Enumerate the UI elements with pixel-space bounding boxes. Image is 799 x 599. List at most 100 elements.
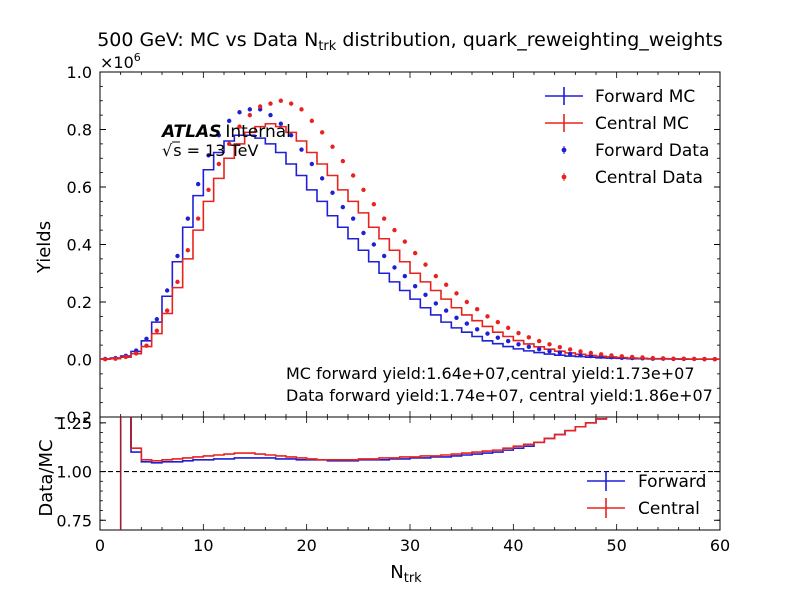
legend-central-mc: Central MC (545, 114, 689, 134)
data-point-2 (144, 336, 149, 341)
data-point-2 (433, 301, 439, 306)
main-y-tick-label: 1.0 (67, 63, 92, 82)
main-panel: −0.2 0.0 0.2 0.4 0.6 0.8 1.0 ×106 Yields ATLAS… (34, 51, 721, 427)
chart-title: 500 GeV: MC vs Data Ntrk distribution, q… (97, 29, 723, 54)
data-point-2 (237, 110, 242, 115)
data-point-2 (526, 344, 532, 350)
data-point-3 (371, 202, 377, 207)
x-tick-label: 10 (193, 536, 213, 555)
data-point-2 (412, 283, 418, 289)
ratio-plot-frame (99, 416, 721, 531)
data-point-3 (495, 319, 501, 325)
main-y-tick-label: −0.2 (53, 408, 92, 427)
data-point-2 (278, 121, 284, 126)
data-point-2 (299, 147, 304, 152)
data-point-3 (433, 273, 439, 279)
ratio-y-ticks: 0.75 1.00 1.25 (56, 414, 720, 530)
data-point-2 (516, 342, 521, 347)
atlas-label: ATLAS Internal (160, 122, 291, 142)
data-point-3 (526, 335, 532, 340)
ratio-x-ticks: 0 10 20 30 40 50 60 (95, 417, 730, 555)
data-point-3 (350, 173, 356, 178)
data-point-2 (206, 153, 211, 158)
data-point-2 (154, 317, 160, 322)
data-point-2 (485, 331, 490, 336)
data-point-3 (247, 112, 253, 118)
data-point-3 (361, 187, 366, 193)
data-point-3 (516, 330, 521, 336)
legend-central-label: Central (638, 499, 700, 519)
data-point-3 (268, 101, 273, 106)
data-point-3 (113, 356, 118, 361)
data-point-3 (505, 325, 511, 331)
series-line-1 (100, 122, 720, 361)
data-point-2 (185, 216, 191, 221)
data-point-3 (650, 355, 656, 361)
data-point-3 (681, 356, 687, 361)
data-point-3 (629, 354, 635, 360)
data-point-3 (309, 118, 315, 124)
legend-central-data: Central Data (561, 168, 703, 188)
title-main: 500 GeV: MC vs Data N (97, 29, 318, 51)
legend-forward-data-label: Forward Data (595, 141, 709, 161)
energy-label: √s = 13 TeV (162, 141, 258, 160)
legend-forward-label: Forward (638, 472, 706, 492)
data-point-3 (133, 351, 139, 356)
data-point-3 (640, 355, 645, 360)
x-tick-label: 40 (503, 536, 523, 555)
x-tick-label: 50 (606, 536, 626, 555)
data-point-2 (474, 327, 480, 332)
data-point-3 (330, 144, 335, 149)
legend-forward-mc-label: Forward MC (595, 87, 695, 107)
data-point-3 (237, 124, 242, 129)
ratio-y-tick-label: 1.00 (56, 463, 92, 482)
data-point-3 (154, 328, 160, 333)
legend-central-data-label: Central Data (595, 168, 703, 188)
data-point-3 (123, 354, 129, 360)
data-point-3 (712, 357, 718, 362)
data-point-3 (412, 250, 418, 256)
data-point-2 (350, 216, 356, 221)
data-point-3 (402, 239, 408, 244)
data-point-3 (671, 356, 676, 361)
data-point-2 (195, 181, 201, 187)
data-point-2 (361, 230, 366, 236)
main-y-tick-label: 0.6 (67, 178, 92, 197)
data-point-3 (185, 248, 191, 253)
data-point-2 (330, 190, 335, 195)
main-y-tick-label: 0.8 (67, 121, 92, 140)
ratio-y-axis-label: Data/MC (36, 439, 57, 516)
data-point-2 (381, 253, 387, 259)
data-point-3 (588, 350, 594, 356)
data-point-2 (547, 348, 552, 354)
data-point-3 (299, 107, 304, 112)
data-point-2 (464, 321, 470, 326)
main-y-axis-label: Yields (34, 221, 55, 274)
data-point-2 (588, 353, 594, 359)
main-y-tick-label: 0.2 (67, 293, 92, 312)
ratio-y-tick-label: 1.25 (56, 414, 92, 433)
data-point-2 (247, 107, 253, 112)
data-point-3 (443, 282, 449, 287)
data-point-2 (578, 352, 583, 358)
title-subscript: trk (318, 39, 336, 54)
legend-forward-mc: Forward MC (545, 87, 695, 107)
data-point-3 (702, 356, 707, 362)
data-point-2 (567, 351, 573, 357)
data-point-3 (557, 344, 563, 350)
data-point-3 (195, 216, 201, 221)
annotation-data-yield: Data forward yield:1.74e+07, central yie… (286, 386, 713, 405)
data-point-2 (454, 315, 459, 321)
data-point-3 (392, 227, 397, 233)
y-scale-label: ×106 (100, 51, 141, 72)
data-point-3 (619, 354, 625, 359)
main-y-ticks: −0.2 0.0 0.2 0.4 0.6 0.8 1.0 (53, 63, 720, 427)
data-point-3 (340, 158, 346, 164)
legend-forward-data: Forward Data (561, 141, 709, 161)
data-point-3 (660, 356, 666, 361)
data-point-3 (578, 349, 583, 354)
data-point-3 (464, 299, 470, 305)
data-point-3 (206, 187, 211, 193)
data-point-3 (609, 353, 614, 358)
